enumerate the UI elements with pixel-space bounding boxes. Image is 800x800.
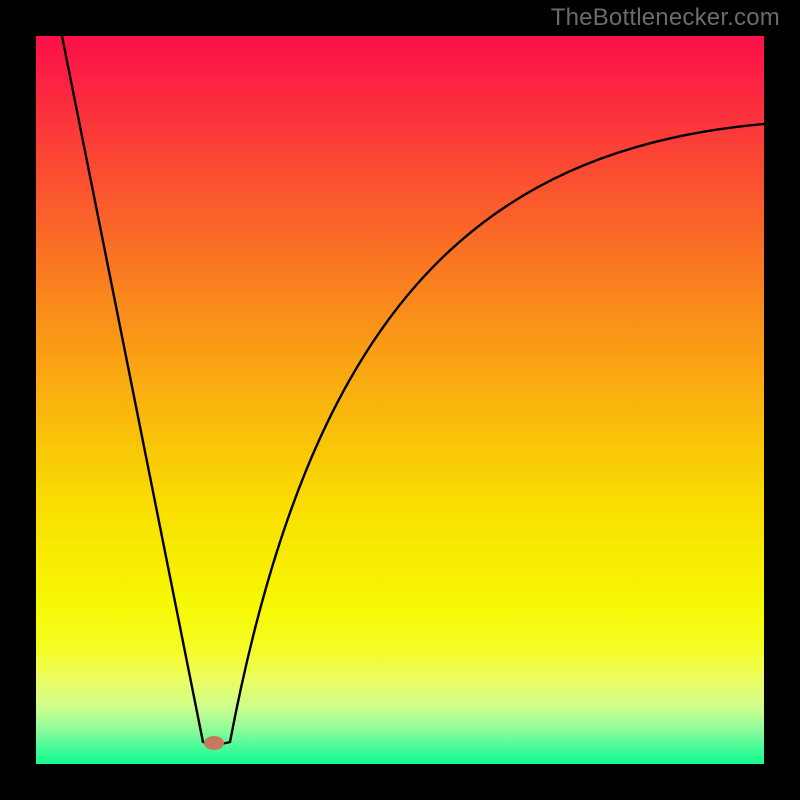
- chart-svg: [0, 0, 800, 800]
- watermark: TheBottlenecker.com: [551, 4, 780, 32]
- plot-area: [36, 36, 764, 764]
- optimum-marker: [204, 736, 224, 750]
